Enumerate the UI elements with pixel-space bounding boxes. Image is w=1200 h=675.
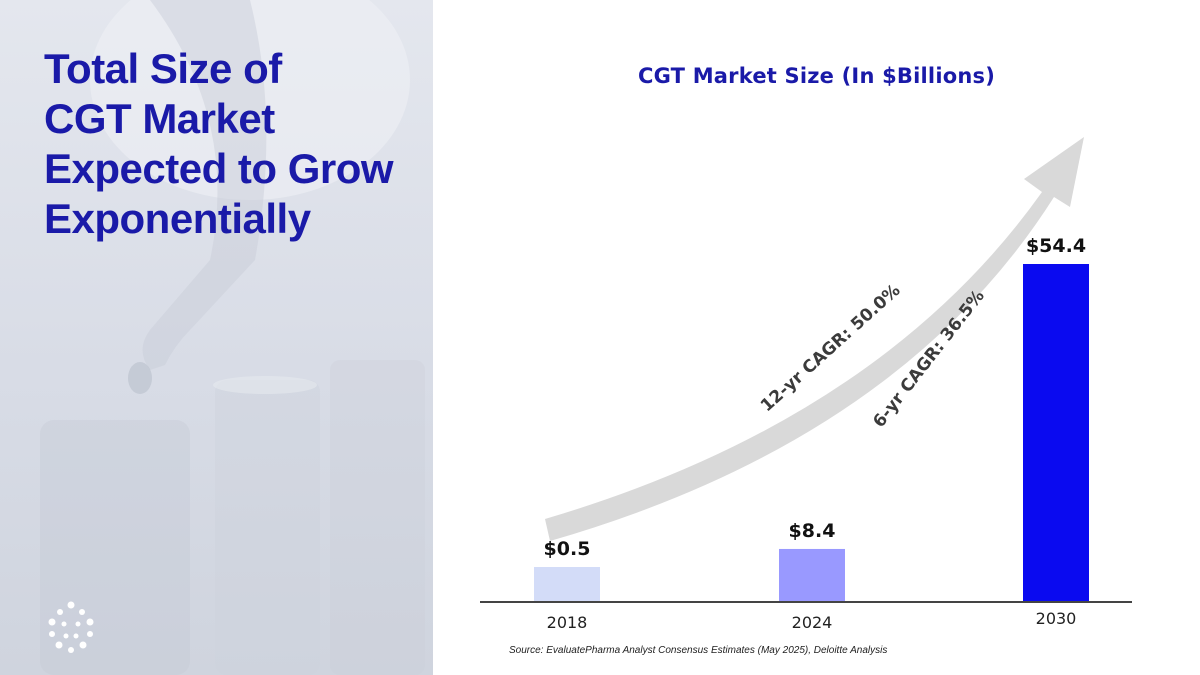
- bar-2030: [1023, 264, 1089, 601]
- headline-line: Expected to Grow: [44, 145, 394, 192]
- chart-title: CGT Market Size (In $Billions): [638, 64, 995, 88]
- bar-2024: [779, 548, 845, 601]
- slide-headline: Total Size of CGT Market Expected to Gro…: [44, 44, 424, 244]
- molecule-dots-icon: [48, 601, 94, 653]
- value-label-2030: $54.4: [1026, 235, 1086, 257]
- left-image-panel: Total Size of CGT Market Expected to Gro…: [0, 0, 433, 675]
- category-label-2024: 2024: [792, 613, 833, 632]
- headline-line: Exponentially: [44, 195, 311, 242]
- value-label-2018: $0.5: [544, 538, 591, 560]
- category-label-2030: 2030: [1036, 609, 1077, 628]
- headline-line: Total Size of: [44, 45, 282, 92]
- category-label-2018: 2018: [547, 613, 588, 632]
- bar-2018: [534, 567, 600, 601]
- value-label-2024: $8.4: [789, 520, 836, 542]
- growth-arrow: [545, 137, 1084, 541]
- lab-glassware-background: [40, 0, 425, 675]
- source-note: Source: EvaluatePharma Analyst Consensus…: [509, 645, 888, 656]
- headline-line: CGT Market: [44, 95, 275, 142]
